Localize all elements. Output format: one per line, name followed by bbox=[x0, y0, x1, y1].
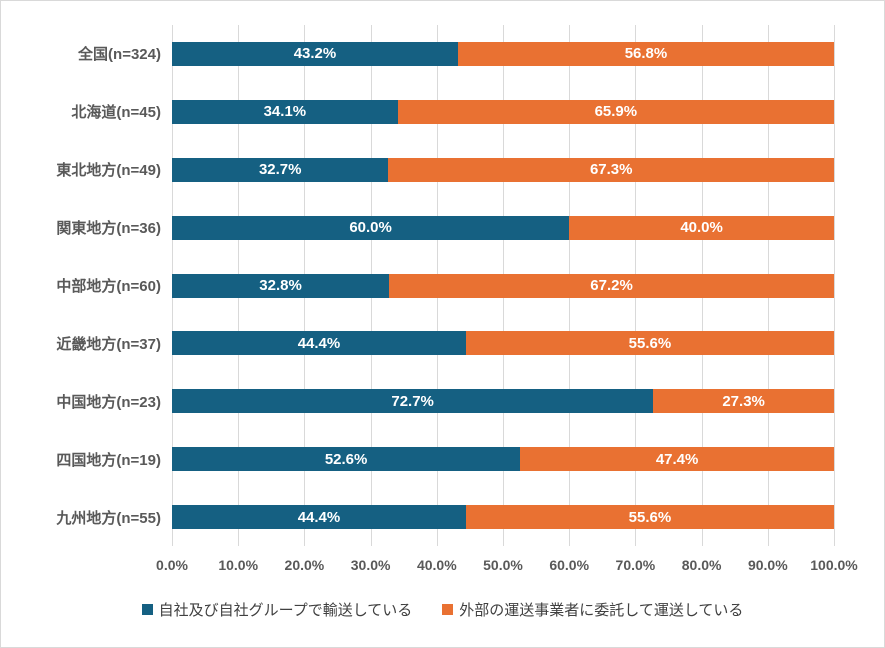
stacked-bar: 72.7% 27.3% bbox=[172, 389, 834, 414]
bar-segment-series1: 44.4% bbox=[172, 505, 466, 530]
bar-segment-series1: 44.4% bbox=[172, 331, 466, 356]
category-label: 近畿地方(n=37) bbox=[56, 335, 161, 353]
bar-segment-series1: 43.2% bbox=[172, 41, 458, 66]
legend-item-series2: 外部の運送事業者に委託して運送している bbox=[442, 599, 743, 620]
data-label: 60.0% bbox=[349, 219, 392, 237]
category-label: 東北地方(n=49) bbox=[56, 162, 161, 180]
data-label: 27.3% bbox=[722, 392, 765, 410]
stacked-bar: 43.2% 56.8% bbox=[172, 41, 834, 66]
category-label: 全国(n=324) bbox=[78, 46, 161, 64]
bar-row: 44.4% 55.6% bbox=[172, 488, 834, 546]
gridline bbox=[834, 25, 835, 546]
data-label: 52.6% bbox=[324, 450, 368, 468]
stacked-bar: 44.4% 55.6% bbox=[172, 331, 834, 356]
x-axis-tick-label: 20.0% bbox=[284, 557, 325, 573]
category-label: 関東地方(n=36) bbox=[56, 220, 161, 238]
stacked-bar: 52.6% 47.4% bbox=[172, 447, 834, 472]
bar-segment-series1: 32.7% bbox=[172, 157, 389, 182]
data-label: 67.2% bbox=[590, 277, 633, 294]
y-axis-category-labels: 全国(n=324) 北海道(n=45) 東北地方(n=49) 関東地方(n=36) 中部… bbox=[1, 25, 161, 546]
data-label: 47.4% bbox=[655, 450, 699, 468]
data-label: 32.7% bbox=[258, 161, 302, 179]
x-axis-tick-label: 30.0% bbox=[350, 557, 391, 573]
x-axis-tick-label: 0.0% bbox=[156, 557, 188, 573]
data-label: 44.4% bbox=[297, 508, 341, 526]
bar-segment-series1: 60.0% bbox=[172, 215, 570, 240]
data-label: 32.8% bbox=[259, 277, 302, 294]
bar-row: 72.7% 27.3% bbox=[172, 372, 834, 430]
bar-rows: 43.2% 56.8% 34.1% 65.9% 32.7% 67.3% 60.0% 40… bbox=[172, 25, 834, 546]
bar-segment-series1: 52.6% bbox=[172, 447, 521, 472]
data-label: 40.0% bbox=[680, 219, 723, 237]
bar-segment-series2: 55.6% bbox=[465, 331, 834, 356]
category-label: 中国地方(n=23) bbox=[56, 393, 161, 411]
data-label: 55.6% bbox=[628, 334, 672, 352]
category-label: 中部地方(n=60) bbox=[56, 278, 161, 295]
bar-segment-series1: 34.1% bbox=[172, 99, 398, 124]
x-axis: 0.0% 10.0% 20.0% 30.0% 40.0% 50.0% 60.0% 70.0% 8… bbox=[156, 557, 858, 579]
category-label: 北海道(n=45) bbox=[71, 104, 161, 122]
bar-row: 43.2% 56.8% bbox=[172, 25, 834, 83]
stacked-bar: 32.8% 67.2% bbox=[172, 273, 834, 298]
plot-area: 43.2% 56.8% 34.1% 65.9% 32.7% 67.3% 60.0% 40… bbox=[172, 25, 835, 546]
x-axis-tick-label: 70.0% bbox=[615, 557, 656, 573]
legend-swatch-series2-icon bbox=[442, 604, 454, 615]
bar-row: 44.4% 55.6% bbox=[172, 314, 834, 372]
data-label: 44.4% bbox=[297, 334, 341, 352]
x-axis-tick-label: 80.0% bbox=[681, 557, 722, 573]
bar-segment-series2: 67.3% bbox=[388, 157, 834, 182]
x-axis-tick-label: 100.0% bbox=[810, 557, 858, 573]
bar-segment-series2: 27.3% bbox=[653, 389, 834, 414]
stacked-bar: 44.4% 55.6% bbox=[172, 505, 834, 530]
x-axis-tick-label: 60.0% bbox=[549, 557, 590, 573]
x-axis-tick-label: 40.0% bbox=[416, 557, 457, 573]
bar-segment-series2: 67.2% bbox=[389, 273, 834, 298]
bar-row: 32.8% 67.2% bbox=[172, 257, 834, 315]
data-label: 65.9% bbox=[594, 103, 638, 121]
legend-swatch-series1-icon bbox=[141, 604, 153, 615]
data-label: 55.6% bbox=[628, 508, 672, 526]
bar-segment-series2: 55.6% bbox=[465, 505, 834, 530]
category-label: 九州地方(n=55) bbox=[56, 509, 161, 527]
bar-segment-series2: 47.4% bbox=[520, 447, 834, 472]
bar-segment-series2: 56.8% bbox=[457, 41, 834, 66]
stacked-bar: 34.1% 65.9% bbox=[172, 99, 834, 124]
data-label: 43.2% bbox=[293, 45, 337, 63]
bar-row: 60.0% 40.0% bbox=[172, 199, 834, 257]
x-axis-tick-label: 50.0% bbox=[483, 557, 523, 573]
bar-row: 32.7% 67.3% bbox=[172, 141, 834, 199]
bar-segment-series1: 32.8% bbox=[172, 273, 390, 298]
category-label: 四国地方(n=19) bbox=[56, 451, 161, 469]
bar-segment-series2: 65.9% bbox=[397, 99, 834, 124]
legend-item-series1: 自社及び自社グループで輸送している bbox=[141, 599, 413, 620]
stacked-bar: 60.0% 40.0% bbox=[172, 215, 834, 240]
x-axis-tick-label: 10.0% bbox=[218, 557, 259, 573]
data-label: 72.7% bbox=[391, 392, 434, 410]
x-axis-tick-label: 90.0% bbox=[747, 557, 788, 573]
bar-row: 52.6% 47.4% bbox=[172, 430, 834, 488]
data-label: 67.3% bbox=[589, 161, 633, 179]
data-label: 56.8% bbox=[624, 45, 668, 63]
data-label: 34.1% bbox=[263, 103, 307, 121]
legend: 自社及び自社グループで輸送している 外部の運送事業者に委託して運送している bbox=[1, 599, 884, 620]
legend-label-series2: 外部の運送事業者に委託して運送している bbox=[459, 602, 744, 619]
bar-row: 34.1% 65.9% bbox=[172, 83, 834, 141]
bar-segment-series2: 40.0% bbox=[569, 215, 834, 240]
bar-segment-series1: 72.7% bbox=[172, 389, 654, 414]
stacked-bar: 32.7% 67.3% bbox=[172, 157, 834, 182]
legend-label-series1: 自社及び自社グループで輸送している bbox=[158, 602, 413, 619]
